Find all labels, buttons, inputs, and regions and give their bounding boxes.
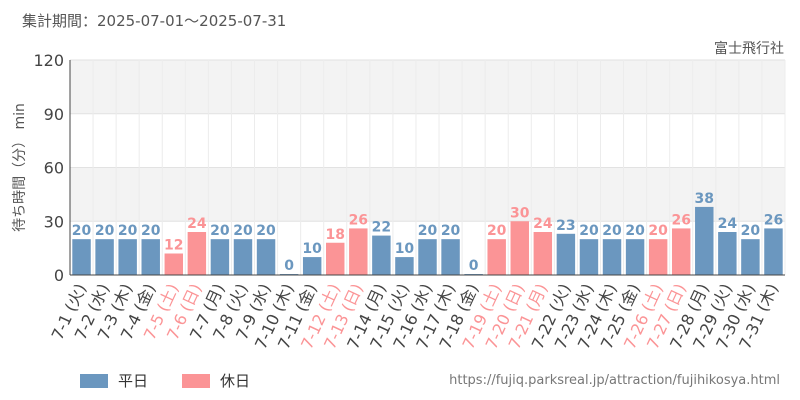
- period-label: 集計期間：2025-07-01〜2025-07-31: [22, 12, 287, 30]
- bar: [487, 239, 506, 275]
- data-label: 38: [695, 191, 714, 207]
- data-label: 20: [118, 223, 138, 239]
- bar: [695, 206, 714, 275]
- legend-item-weekday: 平日: [80, 370, 148, 391]
- bar: [602, 239, 622, 275]
- grid-band: [70, 167, 785, 222]
- data-label: 20: [602, 223, 622, 239]
- bar: [556, 233, 576, 275]
- data-label: 24: [718, 216, 738, 232]
- bar: [349, 228, 368, 275]
- data-label: 20: [418, 223, 438, 239]
- bar: [95, 239, 114, 275]
- data-label: 10: [302, 241, 322, 257]
- attraction-name: 富士飛行社: [714, 41, 784, 57]
- data-label: 26: [349, 212, 368, 228]
- source-url: https://fujiq.parksreal.jp/attraction/fu…: [449, 373, 780, 388]
- data-label: 20: [579, 223, 599, 239]
- bar: [210, 239, 230, 275]
- y-tick-label: 30: [44, 212, 64, 231]
- data-label: 0: [469, 258, 479, 274]
- y-tick-label: 120: [33, 51, 64, 70]
- bar: [187, 232, 207, 275]
- bar: [764, 228, 783, 275]
- bar: [233, 239, 253, 275]
- data-label: 20: [233, 223, 253, 239]
- bar: [372, 235, 391, 275]
- data-label: 20: [741, 223, 761, 239]
- bar: [302, 257, 322, 275]
- data-label: 20: [72, 223, 92, 239]
- legend-swatch-holiday: [182, 373, 211, 388]
- data-label: 24: [187, 216, 207, 232]
- data-label: 26: [764, 212, 783, 228]
- data-label: 20: [256, 223, 276, 239]
- bar: [326, 242, 345, 275]
- bar: [256, 239, 276, 275]
- legend-item-holiday: 休日: [182, 370, 250, 391]
- data-label: 20: [487, 223, 507, 239]
- bar: [418, 239, 437, 275]
- data-label: 23: [556, 218, 575, 234]
- bar: [72, 239, 91, 275]
- bar: [141, 239, 160, 275]
- data-label: 10: [395, 241, 415, 257]
- data-label: 20: [441, 223, 461, 239]
- bar: [510, 221, 529, 275]
- data-label: 20: [625, 223, 645, 239]
- bar: [718, 232, 737, 275]
- legend-label-weekday: 平日: [118, 372, 149, 390]
- grid-band: [70, 60, 785, 114]
- bar: [648, 239, 668, 275]
- data-label: 22: [372, 220, 391, 236]
- bar: [395, 257, 414, 275]
- y-axis-label: 待ち時間（分） min: [12, 103, 28, 232]
- bar: [164, 253, 184, 275]
- data-label: 20: [210, 223, 230, 239]
- data-label: 26: [671, 212, 690, 228]
- bar: [533, 232, 553, 275]
- legend-swatch-weekday: [80, 373, 108, 388]
- legend: 平日 休日: [80, 370, 284, 391]
- y-tick-label: 90: [44, 105, 64, 124]
- y-tick-label: 60: [44, 159, 64, 178]
- bar: [579, 239, 599, 275]
- data-label: 20: [141, 223, 161, 239]
- data-label: 20: [648, 223, 668, 239]
- data-label: 20: [95, 223, 115, 239]
- legend-label-holiday: 休日: [220, 372, 251, 390]
- y-tick-label: 0: [54, 266, 64, 285]
- bar: [118, 239, 137, 275]
- data-label: 30: [510, 205, 530, 221]
- bar: [671, 228, 691, 275]
- data-label: 18: [325, 227, 344, 243]
- bar: [625, 239, 645, 275]
- data-label: 0: [284, 258, 294, 274]
- bar: [441, 239, 460, 275]
- bar: [741, 239, 760, 275]
- data-label: 12: [164, 238, 183, 254]
- data-label: 24: [533, 216, 553, 232]
